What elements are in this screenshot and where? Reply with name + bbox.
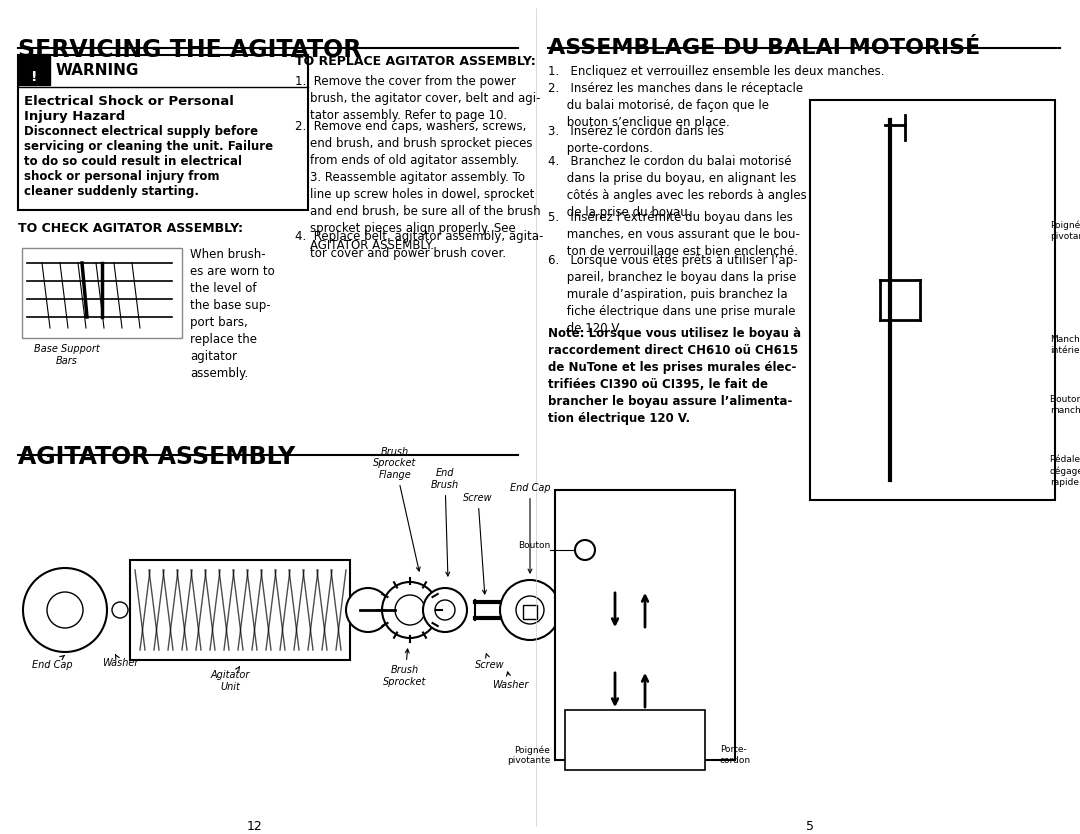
Text: End Cap: End Cap	[510, 483, 551, 573]
Bar	[130, 560, 350, 660]
Text: Bouton: Bouton	[517, 540, 550, 550]
FancyBboxPatch shape	[18, 55, 50, 85]
Bar	[22, 248, 183, 338]
Bar	[555, 490, 735, 760]
Text: Note: Lorsque vous utilisez le boyau à
raccordement direct CH610 oü CH615
de NuT: Note: Lorsque vous utilisez le boyau à r…	[548, 327, 801, 425]
Text: Poignée
pivotante: Poignée pivotante	[507, 745, 550, 765]
Text: 6.   Lorsque vous êtes prêts à utiliser l’ap-
     pareil, branchez le boyau dan: 6. Lorsque vous êtes prêts à utiliser l’…	[548, 254, 797, 335]
Text: Base Support
Bars: Base Support Bars	[35, 344, 99, 365]
Text: End
Brush: End Brush	[431, 469, 459, 576]
Text: When brush-
es are worn to
the level of
the base sup-
port bars,
replace the
agi: When brush- es are worn to the level of …	[190, 248, 274, 380]
Text: Washer: Washer	[491, 672, 528, 690]
Polygon shape	[23, 65, 45, 83]
Text: 1.  Remove the cover from the power
    brush, the agitator cover, belt and agi-: 1. Remove the cover from the power brush…	[295, 75, 540, 122]
Text: Manche
intérieur: Manche intérieur	[1050, 335, 1080, 355]
Text: 2.   Insérez les manches dans le réceptacle
     du balai motorisé, de façon que: 2. Insérez les manches dans le réceptacl…	[548, 82, 804, 129]
Text: Bouton du
manche: Bouton du manche	[1050, 395, 1080, 415]
Circle shape	[500, 602, 516, 618]
Circle shape	[516, 596, 544, 624]
Text: Electrical Shock or Personal: Electrical Shock or Personal	[24, 95, 234, 108]
Circle shape	[346, 588, 390, 632]
Text: 4.  Replace belt, agitator assembly, agita-
    tor cover and power brush cover.: 4. Replace belt, agitator assembly, agit…	[295, 230, 543, 260]
Circle shape	[435, 600, 455, 620]
Circle shape	[395, 595, 426, 625]
Text: AGITATOR ASSEMBLY: AGITATOR ASSEMBLY	[18, 445, 295, 469]
Circle shape	[48, 592, 83, 628]
Text: Brush
Sprocket
Flange: Brush Sprocket Flange	[374, 447, 420, 571]
Text: 2.  Remove end caps, washers, screws,
    end brush, and brush sprocket pieces
 : 2. Remove end caps, washers, screws, end…	[295, 120, 541, 252]
Circle shape	[423, 588, 467, 632]
Circle shape	[112, 602, 129, 618]
Circle shape	[575, 540, 595, 560]
Text: SERVICING THE AGITATOR: SERVICING THE AGITATOR	[18, 38, 362, 62]
Text: 5: 5	[806, 820, 814, 833]
Text: Pédale de
dégagement
rapide: Pédale de dégagement rapide	[1050, 455, 1080, 487]
Circle shape	[382, 582, 438, 638]
Text: Porte-
cordon: Porte- cordon	[720, 746, 751, 765]
Circle shape	[23, 568, 107, 652]
Text: 4.   Branchez le cordon du balai motorisé
     dans la prise du boyau, en aligna: 4. Branchez le cordon du balai motorisé …	[548, 155, 807, 219]
Text: Disconnect electrical supply before
servicing or cleaning the unit. Failure
to d: Disconnect electrical supply before serv…	[24, 125, 273, 198]
Text: Agitator
Unit: Agitator Unit	[211, 667, 249, 691]
Text: 3.   Insérez le cordon dans les
     porte-cordons.: 3. Insérez le cordon dans les porte-cord…	[548, 125, 724, 155]
Text: Washer: Washer	[102, 655, 138, 668]
FancyBboxPatch shape	[18, 55, 308, 210]
Text: TO REPLACE AGITATOR ASSEMBLY:: TO REPLACE AGITATOR ASSEMBLY:	[295, 55, 536, 68]
Text: 5.   Insérez l’extrémité du boyau dans les
     manches, en vous assurant que le: 5. Insérez l’extrémité du boyau dans les…	[548, 211, 800, 258]
Text: Injury Hazard: Injury Hazard	[24, 110, 125, 123]
Bar	[565, 710, 705, 770]
Text: Screw: Screw	[463, 493, 492, 594]
Text: WARNING: WARNING	[56, 63, 139, 78]
Text: Poignée
pivotante: Poignée pivotante	[1050, 220, 1080, 240]
Circle shape	[500, 580, 561, 640]
Text: ASSEMBLAGE DU BALAI MOTORISÉ: ASSEMBLAGE DU BALAI MOTORISÉ	[548, 38, 981, 58]
Text: Brush
Sprocket: Brush Sprocket	[383, 649, 427, 686]
Text: Screw: Screw	[475, 654, 504, 670]
Text: TO CHECK AGITATOR ASSEMBLY:: TO CHECK AGITATOR ASSEMBLY:	[18, 222, 243, 235]
Text: 12: 12	[247, 820, 262, 833]
Bar	[810, 100, 1055, 500]
Text: !: !	[30, 70, 37, 84]
Text: End Cap: End Cap	[31, 656, 72, 670]
Text: 1.   Encliquez et verrouillez ensemble les deux manches.: 1. Encliquez et verrouillez ensemble les…	[548, 65, 885, 78]
Bar	[523, 605, 537, 619]
